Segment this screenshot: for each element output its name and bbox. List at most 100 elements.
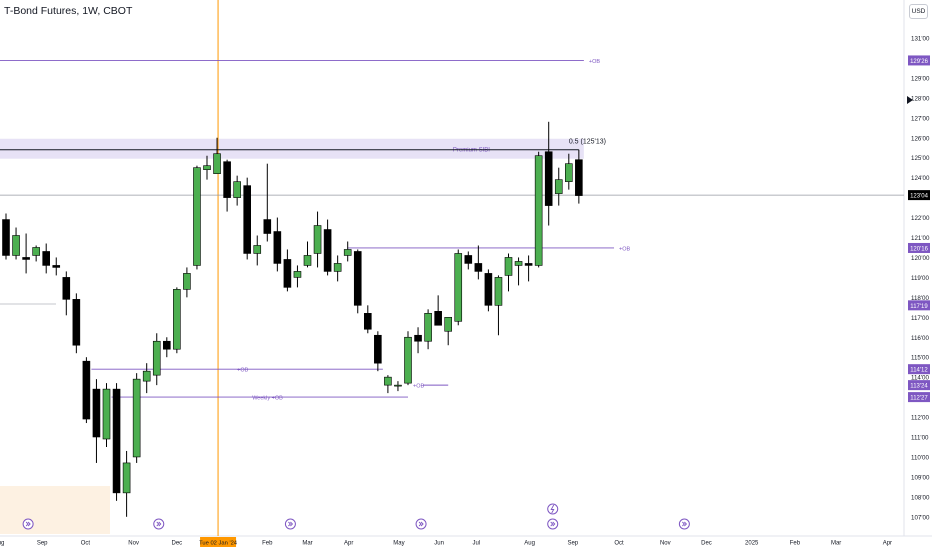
candle-body xyxy=(22,257,30,260)
ob-price-tag xyxy=(908,242,930,253)
ob-price-tag-label: 129'26 xyxy=(910,59,928,65)
y-tick-label: 115'00 xyxy=(911,355,929,362)
lightning-event-icon[interactable] xyxy=(547,503,559,515)
candle-body xyxy=(303,255,312,266)
x-tick-label: Mar xyxy=(302,541,312,547)
y-tick-label: 112'00 xyxy=(911,415,929,422)
x-tick-label: Mar xyxy=(831,541,841,547)
candle-body xyxy=(72,299,81,346)
y-tick-label: 118'00 xyxy=(911,295,929,302)
candle-body xyxy=(504,257,513,276)
ob-price-tag xyxy=(908,380,930,391)
candle-body xyxy=(132,378,141,458)
candle-body xyxy=(152,340,161,376)
candle-body xyxy=(102,388,111,440)
x-tick-label: Feb xyxy=(262,541,273,547)
x-tick-label: Aug xyxy=(524,541,535,547)
premium-sibi-label: Premium SIBI xyxy=(453,148,490,154)
candle-body xyxy=(404,336,412,384)
level-price-tag-label: 117'19 xyxy=(910,304,928,310)
x-tick-label: Oct xyxy=(614,541,624,547)
candle-body xyxy=(243,185,251,254)
y-tick-label: 124'00 xyxy=(911,175,930,182)
candle-body xyxy=(474,263,483,272)
ob-price-tag xyxy=(908,392,930,403)
candle-body xyxy=(524,263,533,266)
candle-body xyxy=(92,388,101,438)
candle-body xyxy=(343,249,352,256)
price-scale-marker-icon xyxy=(907,96,913,104)
candle-body xyxy=(12,235,20,256)
candle-body xyxy=(32,247,40,256)
candle-body xyxy=(353,251,362,306)
y-tick-label: 129'00 xyxy=(911,75,930,82)
x-tick-label: Apr xyxy=(344,541,353,547)
x-tick-label: Oct xyxy=(81,541,91,547)
y-tick-label: 120'00 xyxy=(911,255,930,262)
event-marker-icon[interactable] xyxy=(415,518,427,530)
ob-level-label: +OB xyxy=(413,384,424,390)
y-tick-label: 125'00 xyxy=(911,155,930,162)
candle-body xyxy=(283,259,292,288)
candle-body xyxy=(273,231,282,264)
x-tick-label: May xyxy=(393,541,404,547)
crosshair-date-tag xyxy=(200,537,237,547)
candle-body xyxy=(394,384,402,387)
event-marker-icon[interactable] xyxy=(22,518,34,530)
candle-body xyxy=(444,316,453,332)
candle-body xyxy=(193,167,201,266)
candle-body xyxy=(52,265,61,268)
candle-body xyxy=(384,376,392,386)
y-tick-label: 117'00 xyxy=(911,315,929,322)
candle-body xyxy=(293,271,302,278)
crosshair-date-label: Tue 02 Jan '24 xyxy=(199,541,238,547)
ob-price-tag-label: 113'24 xyxy=(910,384,928,390)
y-tick-label: 127'00 xyxy=(911,115,930,122)
y-tick-label: 119'00 xyxy=(911,275,929,282)
candle-body xyxy=(313,225,322,254)
ob-level-label: +OB xyxy=(619,246,630,252)
event-marker-icon[interactable] xyxy=(547,518,559,530)
event-marker-icon[interactable] xyxy=(284,518,296,530)
candle-body xyxy=(142,370,151,382)
ob-level-label: +OB xyxy=(237,368,248,374)
event-marker-icon[interactable] xyxy=(678,518,690,530)
y-tick-label: 126'00 xyxy=(911,135,930,142)
candle-body xyxy=(544,151,553,206)
fib-level-label: 0.5 (125'13) xyxy=(569,139,606,146)
premium-sibi-zone xyxy=(0,138,584,159)
candle-body xyxy=(163,340,171,350)
currency-badge[interactable]: USD xyxy=(909,4,928,19)
last-price-tag-label: 123'04 xyxy=(910,194,928,200)
candle-body xyxy=(2,219,10,256)
candles-group xyxy=(2,121,583,517)
event-marker-icon[interactable] xyxy=(153,518,165,530)
x-tick-label: Sep xyxy=(567,541,578,547)
y-tick-label: 111'00 xyxy=(911,435,929,442)
y-tick-label: 116'00 xyxy=(911,335,929,342)
ob-level-label: Weekly +OB xyxy=(252,396,283,402)
x-tick-label: Aug xyxy=(0,541,4,547)
x-tick-label: Nov xyxy=(660,541,671,547)
candle-body xyxy=(514,261,523,266)
candle-body xyxy=(42,251,51,266)
demand-zone-left xyxy=(0,486,110,534)
x-tick-label: Jun xyxy=(434,541,444,547)
level-price-tag xyxy=(908,300,930,311)
ob-level-label: +OB xyxy=(589,59,600,65)
candle-body xyxy=(112,388,121,494)
x-tick-label: 2025 xyxy=(745,541,759,547)
candle-body xyxy=(263,219,272,234)
ob-price-tag xyxy=(908,55,930,66)
y-tick-label: 110'00 xyxy=(911,454,929,461)
candle-body xyxy=(424,313,432,342)
candle-body xyxy=(534,155,543,266)
candle-body xyxy=(203,165,211,170)
y-tick-label: 108'00 xyxy=(911,494,930,501)
candle-body xyxy=(374,334,382,364)
candle-body xyxy=(363,313,372,330)
y-tick-label: 122'00 xyxy=(911,215,930,222)
candle-body xyxy=(183,273,191,290)
